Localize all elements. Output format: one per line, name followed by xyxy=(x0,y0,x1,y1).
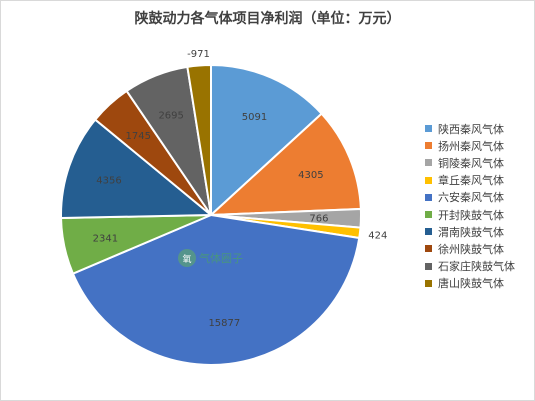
data-label-1: 5091 xyxy=(242,112,267,123)
legend-item-7: 渭南陕鼓气体 xyxy=(425,223,515,240)
legend-item-1: 陕西秦风气体 xyxy=(425,120,515,137)
data-label-9: 2695 xyxy=(158,111,183,122)
svg-text:气体圈子: 气体圈子 xyxy=(199,251,243,265)
watermark: 氧 气体圈子 xyxy=(178,249,243,267)
legend-item-5: 六安秦风气体 xyxy=(425,189,515,206)
legend-swatch xyxy=(425,176,432,184)
chart-title: 陕鼓动力各气体项目净利润（单位：万元） xyxy=(134,11,401,27)
legend-label: 徐州陕鼓气体 xyxy=(438,242,504,256)
pie-slice-7 xyxy=(60,118,214,220)
legend-swatch xyxy=(425,142,432,150)
data-label-5: 15877 xyxy=(208,318,240,329)
data-label-8: 1745 xyxy=(126,131,151,142)
legend-label: 陕西秦风气体 xyxy=(438,122,504,136)
pie-slice-1 xyxy=(210,63,324,218)
legend-swatch xyxy=(425,211,432,219)
legend-item-6: 开封陕鼓气体 xyxy=(425,206,515,223)
legend-swatch xyxy=(425,228,432,236)
legend-swatch xyxy=(425,245,432,253)
data-label-4: 424 xyxy=(368,230,387,241)
data-label-2: 4305 xyxy=(298,170,323,181)
pie-slice-2 xyxy=(208,112,362,217)
data-label-10: -971 xyxy=(187,49,210,60)
pie-slice-5 xyxy=(71,213,361,366)
legend-swatch xyxy=(425,262,432,270)
legend-label: 铜陵秦风气体 xyxy=(438,156,504,170)
legend-item-2: 扬州秦风气体 xyxy=(425,137,515,154)
legend-label: 唐山陕鼓气体 xyxy=(438,277,504,291)
data-label-3: 766 xyxy=(309,213,328,224)
legend-item-8: 徐州陕鼓气体 xyxy=(425,240,515,257)
legend-item-9: 石家庄陕鼓气体 xyxy=(425,258,515,275)
legend-swatch xyxy=(425,159,432,167)
legend-label: 扬州秦风气体 xyxy=(438,139,504,153)
legend-label: 章丘秦风气体 xyxy=(438,174,504,188)
legend-item-10: 唐山陕鼓气体 xyxy=(425,275,515,292)
legend-item-3: 铜陵秦风气体 xyxy=(425,154,515,171)
data-label-6: 2341 xyxy=(93,234,118,245)
legend-swatch xyxy=(425,193,432,201)
legend-swatch xyxy=(425,279,432,287)
pie-slice-10 xyxy=(186,63,212,216)
legend-label: 石家庄陕鼓气体 xyxy=(438,260,515,274)
legend-label: 渭南陕鼓气体 xyxy=(438,225,504,239)
legend-item-4: 章丘秦风气体 xyxy=(425,172,515,189)
data-label-7: 4356 xyxy=(96,176,121,187)
svg-text:氧: 氧 xyxy=(182,253,191,265)
legend-label: 六安秦风气体 xyxy=(438,191,504,205)
legend-label: 开封陕鼓气体 xyxy=(438,208,504,222)
legend-swatch xyxy=(425,125,432,133)
chart-legend: 陕西秦风气体 扬州秦风气体 铜陵秦风气体 章丘秦风气体 六安秦风气体 开封陕鼓气体 渭南陕鼓… xyxy=(425,120,515,292)
